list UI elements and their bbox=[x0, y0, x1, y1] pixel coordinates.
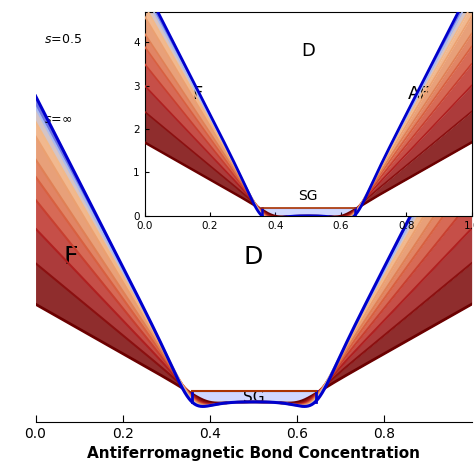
Text: $s\!=\!\infty$: $s\!=\!\infty$ bbox=[44, 113, 73, 126]
Text: D: D bbox=[301, 42, 315, 60]
X-axis label: Antiferromagnetic Bond Concentration: Antiferromagnetic Bond Concentration bbox=[87, 447, 420, 461]
Text: D: D bbox=[244, 246, 263, 270]
Text: F: F bbox=[192, 85, 202, 103]
Text: SG: SG bbox=[243, 390, 264, 405]
Text: AF: AF bbox=[408, 85, 430, 103]
Text: $s\!=\!0.5$: $s\!=\!0.5$ bbox=[44, 33, 83, 46]
Text: F: F bbox=[63, 246, 78, 270]
Text: SG: SG bbox=[298, 189, 318, 203]
